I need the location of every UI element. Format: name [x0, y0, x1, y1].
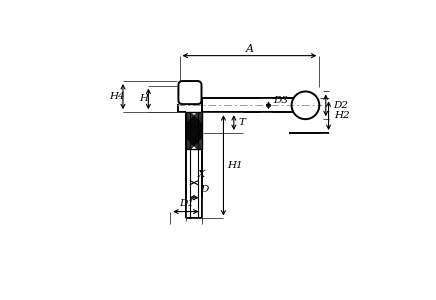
Text: D2: D2	[333, 101, 348, 110]
Text: D1: D1	[179, 199, 194, 208]
Text: X: X	[198, 169, 205, 178]
FancyBboxPatch shape	[178, 81, 201, 104]
Text: T: T	[238, 118, 245, 127]
Text: A: A	[245, 44, 253, 54]
Text: H1: H1	[227, 161, 242, 170]
Text: H: H	[139, 94, 148, 103]
Text: H4: H4	[109, 92, 125, 101]
Text: H2: H2	[334, 111, 350, 120]
Text: D3: D3	[273, 96, 288, 105]
Polygon shape	[187, 112, 201, 149]
Text: D: D	[200, 185, 209, 194]
